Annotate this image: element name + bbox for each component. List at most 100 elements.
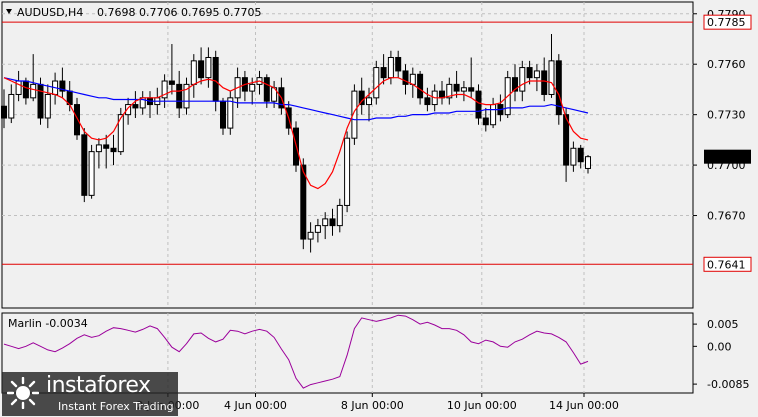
candle xyxy=(322,212,329,240)
candle xyxy=(227,91,234,135)
candle-body xyxy=(125,104,132,116)
candle-body xyxy=(220,100,226,129)
candle xyxy=(8,84,15,124)
candle-body xyxy=(117,114,124,153)
candle-body xyxy=(300,164,307,240)
candle xyxy=(541,57,548,102)
candle xyxy=(577,144,584,169)
candle-body xyxy=(548,60,555,95)
indicator-label: Marlin -0.0034 xyxy=(8,317,88,330)
candle-body xyxy=(198,60,205,79)
candle xyxy=(585,155,591,174)
candle xyxy=(475,84,482,125)
candle xyxy=(512,64,518,102)
brand-name: instaforex xyxy=(46,373,151,398)
candle-body xyxy=(519,67,526,92)
candle xyxy=(205,47,212,88)
osc-tick-label: -0.0085 xyxy=(707,378,749,391)
candle-body xyxy=(103,144,110,149)
candle-body xyxy=(22,80,29,99)
candle-body xyxy=(249,83,256,92)
level-tag-lower: 0.7641 xyxy=(703,256,752,272)
candle-body xyxy=(95,144,102,153)
x-tick-label: 10 Jun 00:00 xyxy=(447,399,517,412)
candle xyxy=(519,60,526,102)
symbol-label: AUDUSD,H4 xyxy=(17,6,83,19)
candle xyxy=(329,208,336,236)
candle xyxy=(533,64,540,92)
candle xyxy=(555,54,562,125)
candle-body xyxy=(402,70,409,85)
candle xyxy=(95,138,102,169)
candle xyxy=(548,33,555,98)
candle-body xyxy=(161,80,168,99)
candle xyxy=(373,60,380,105)
brand-tagline: Instant Forex Trading xyxy=(58,400,174,413)
candle xyxy=(168,44,175,95)
candle xyxy=(132,91,139,119)
candle xyxy=(366,87,372,122)
candle-body xyxy=(373,67,380,99)
candle-body xyxy=(329,218,336,227)
grid-lines xyxy=(2,2,693,393)
candle xyxy=(570,141,577,172)
level-tag-lower-text: 0.7641 xyxy=(707,258,746,271)
ma-slow-line xyxy=(3,77,589,121)
candle xyxy=(1,89,7,129)
candle-body xyxy=(110,147,117,153)
candle-body xyxy=(366,97,372,106)
candle-body xyxy=(533,70,540,79)
candle-body xyxy=(176,83,183,109)
candle-body xyxy=(183,83,190,109)
y-tick-label: 0.7730 xyxy=(707,109,746,122)
x-tick-label: 14 Jun 00:00 xyxy=(549,399,619,412)
candle xyxy=(446,77,453,105)
candle-body xyxy=(585,156,591,169)
candle xyxy=(59,67,66,98)
candle-body xyxy=(190,60,197,85)
candle-body xyxy=(205,56,212,79)
candle xyxy=(117,107,124,155)
candle-body xyxy=(37,83,44,119)
candle xyxy=(482,107,489,132)
candle-body xyxy=(227,97,234,129)
candle-body xyxy=(44,93,51,119)
candle xyxy=(307,222,314,253)
candle-body xyxy=(336,204,343,227)
candle xyxy=(468,57,475,98)
x-tick-label: 4 Jun 00:00 xyxy=(224,399,287,412)
y-tick-label: 0.7670 xyxy=(707,210,746,223)
candle-body xyxy=(512,77,518,92)
candle xyxy=(336,198,343,233)
sun-logo-icon xyxy=(7,377,39,409)
candle-body xyxy=(263,77,270,102)
candle-body xyxy=(555,60,562,116)
candle xyxy=(176,70,183,119)
candle-body xyxy=(74,104,80,136)
candle-body xyxy=(409,73,416,85)
candle-body xyxy=(344,137,351,206)
candle xyxy=(417,70,424,105)
candle-body xyxy=(380,67,387,79)
osc-tick-label: 0.005 xyxy=(707,318,739,331)
candle xyxy=(88,144,95,199)
candle xyxy=(125,97,132,125)
candle-body xyxy=(541,70,548,95)
moving-averages xyxy=(3,77,589,190)
candle xyxy=(358,77,365,115)
candle xyxy=(460,81,467,102)
candle-body xyxy=(358,90,365,106)
candle-body xyxy=(8,93,15,119)
symbol-header: AUDUSD,H4 0.7698 0.7706 0.7695 0.7705 xyxy=(6,6,261,19)
instaforex-logo: instaforex Instant Forex Trading xyxy=(2,372,178,416)
ohlc-values: 0.7698 0.7706 0.7695 0.7705 xyxy=(97,6,261,19)
candle-body xyxy=(563,114,570,166)
candle xyxy=(424,87,431,112)
candle xyxy=(103,134,110,169)
y-tick-label: 0.7760 xyxy=(707,58,746,71)
candle-body xyxy=(570,147,577,166)
candle xyxy=(110,134,117,166)
candle-body xyxy=(307,231,314,240)
candle-body xyxy=(314,225,321,233)
